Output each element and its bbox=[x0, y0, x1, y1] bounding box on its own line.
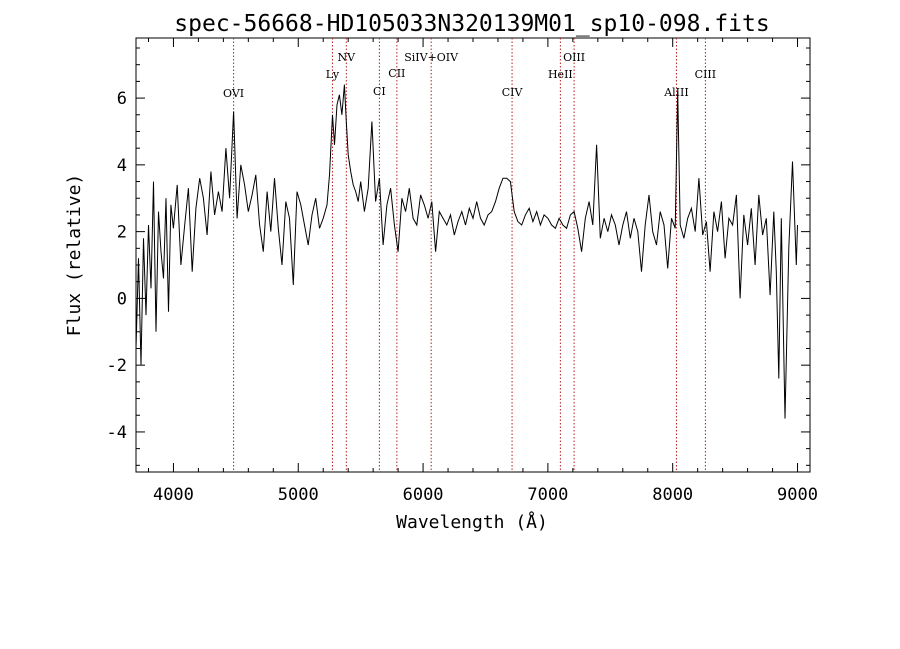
line-marker-label: OIII bbox=[563, 51, 585, 64]
axis-ticks: 4000 5000 6000 7000 8000 9000 -4 -2 0 2 4 6 bbox=[107, 38, 818, 505]
y-tick-label: -2 bbox=[107, 356, 127, 376]
x-tick-label: 4000 bbox=[153, 485, 194, 505]
line-marker-label: AlIII bbox=[663, 86, 689, 99]
line-marker-label: NV bbox=[338, 51, 357, 64]
x-tick-label: 6000 bbox=[403, 485, 444, 505]
line-marker-label: OVI bbox=[223, 87, 244, 100]
y-tick-label: 4 bbox=[117, 156, 127, 176]
line-marker-label: CI bbox=[373, 85, 386, 98]
chart-title: spec-56668-HD105033N320139M01_sp10-098.f… bbox=[174, 11, 769, 37]
y-tick-label: 6 bbox=[117, 89, 127, 109]
x-tick-label: 8000 bbox=[652, 485, 693, 505]
y-tick-label: 2 bbox=[117, 223, 127, 243]
line-marker-label: CII bbox=[388, 67, 405, 80]
y-axis-label: Flux (relative) bbox=[64, 174, 85, 337]
x-tick-label: 7000 bbox=[527, 485, 568, 505]
y-tick-label: -4 bbox=[107, 423, 127, 443]
x-axis-label: Wavelength (Å) bbox=[396, 511, 548, 533]
x-tick-label: 9000 bbox=[777, 485, 818, 505]
x-tick-label: 5000 bbox=[278, 485, 319, 505]
line-marker-label: HeII bbox=[548, 68, 573, 81]
y-tick-label: 0 bbox=[117, 289, 127, 309]
line-marker-label: Ly bbox=[326, 68, 340, 81]
line-marker-label: SiIV+OIV bbox=[404, 51, 459, 64]
line-marker-label: CIV bbox=[502, 86, 524, 99]
line-marker-label: CIII bbox=[695, 68, 716, 81]
spectrum-line bbox=[135, 84, 798, 419]
